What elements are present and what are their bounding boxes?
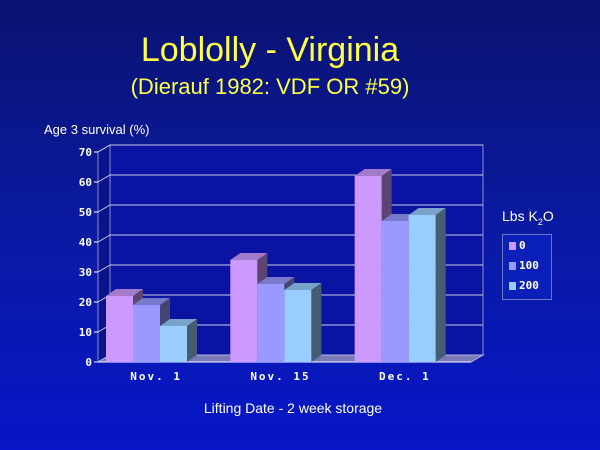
- bar: [408, 215, 436, 362]
- gridline-side: [97, 264, 111, 273]
- legend-swatch: [509, 282, 516, 290]
- legend-title-text: Lbs K: [502, 208, 538, 224]
- bar-top: [284, 283, 322, 290]
- y-tick-label: 70: [79, 146, 92, 159]
- gridline-side: [97, 144, 111, 153]
- chart-subtitle: (Dierauf 1982: VDF OR #59): [130, 74, 410, 99]
- legend: 0 100 200: [502, 234, 552, 300]
- bar: [160, 326, 187, 362]
- legend-label: 0: [519, 239, 526, 252]
- bar-top: [133, 298, 170, 305]
- x-tick-label: Nov. 15: [250, 370, 310, 383]
- bar: [257, 284, 285, 362]
- y-axis-label: Age 3 survival (%): [44, 122, 150, 137]
- bar: [381, 221, 409, 362]
- bar-top: [257, 277, 295, 284]
- legend-swatch: [509, 262, 516, 270]
- y-tick-label: 50: [79, 206, 92, 219]
- bar: [230, 260, 258, 362]
- bar: [106, 296, 133, 362]
- x-tick-label: Nov. 1: [130, 370, 182, 383]
- legend-label: 100: [519, 259, 539, 272]
- bar: [133, 305, 160, 362]
- x-tick-label: Dec. 1: [379, 370, 431, 383]
- bar: [354, 176, 382, 362]
- legend-title-sub: 2: [537, 216, 543, 227]
- x-axis-label: Lifting Date - 2 week storage: [203, 400, 383, 416]
- bar-side: [435, 208, 446, 362]
- gridline-side: [97, 234, 111, 243]
- y-tick-label: 0: [85, 356, 92, 369]
- bar-top: [160, 319, 197, 326]
- bar-side: [187, 319, 197, 362]
- bar-side: [311, 283, 322, 362]
- y-tick-label: 20: [79, 296, 92, 309]
- bar-top: [106, 289, 143, 296]
- legend-label: 200: [519, 279, 539, 292]
- bar: [284, 290, 312, 362]
- legend-title: Lbs K2O: [502, 208, 554, 227]
- gridline-side: [97, 204, 111, 213]
- y-tick-label: 60: [79, 176, 92, 189]
- legend-title-after: O: [542, 208, 554, 224]
- bar-top: [230, 253, 268, 260]
- chart-title: Loblolly - Virginia: [140, 31, 400, 69]
- legend-swatch: [509, 242, 516, 250]
- bar-top: [408, 208, 446, 215]
- y-tick-label: 10: [79, 326, 92, 339]
- y-tick-label: 30: [79, 266, 92, 279]
- gridline-side: [97, 174, 111, 183]
- y-tick-label: 40: [79, 236, 92, 249]
- bar-top: [354, 169, 392, 176]
